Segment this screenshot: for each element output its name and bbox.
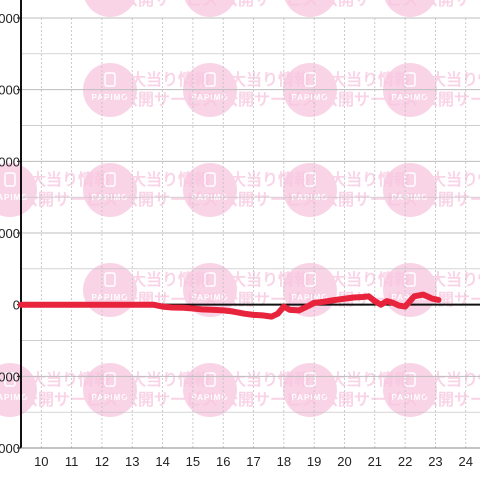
watermark-brand: PAPIMO bbox=[0, 193, 28, 202]
watermark-brand: PAPIMO bbox=[192, 293, 229, 302]
watermark-brand: PAPIMO bbox=[192, 93, 229, 102]
x-tick-label: 13 bbox=[125, 454, 139, 469]
watermark-brand: PAPIMO bbox=[292, 293, 329, 302]
watermark-phone-icon bbox=[304, 272, 316, 287]
x-tick-label: 24 bbox=[459, 454, 473, 469]
watermark-brand: PAPIMO bbox=[292, 93, 329, 102]
watermark-phone-icon bbox=[204, 372, 216, 387]
watermark-text-line2: 公開サービス bbox=[422, 0, 480, 9]
watermark-badge bbox=[283, 163, 337, 217]
watermark-phone-icon bbox=[204, 272, 216, 287]
x-tick-label: 11 bbox=[65, 454, 79, 469]
watermark-text-line1: 大当り情報 bbox=[430, 270, 480, 289]
y-tick-label: 6,000 bbox=[0, 154, 20, 169]
watermark-badge bbox=[384, 0, 436, 17]
watermark-phone-icon bbox=[304, 72, 316, 87]
watermark-brand: PAPIMO bbox=[392, 393, 429, 402]
watermark-text-line2: 公開サービス bbox=[422, 191, 480, 209]
y-tick-label: 9,000 bbox=[0, 83, 20, 98]
watermark-badge bbox=[83, 163, 137, 217]
watermark-text-line2: 公開サービス bbox=[122, 0, 218, 9]
x-tick-label: 23 bbox=[428, 454, 442, 469]
x-tick-label: 18 bbox=[277, 454, 291, 469]
watermark-brand: PAPIMO bbox=[192, 0, 229, 2]
x-tick-label: 20 bbox=[337, 454, 351, 469]
x-tick-label: 16 bbox=[216, 454, 230, 469]
x-tick-label: 15 bbox=[186, 454, 200, 469]
watermark-phone-icon bbox=[4, 172, 16, 187]
watermark-text-line2: 公開サービス bbox=[222, 0, 318, 9]
watermark-text-line1: 大当り情報 bbox=[430, 70, 480, 89]
watermark-badge bbox=[84, 0, 136, 17]
watermark-brand: PAPIMO bbox=[392, 93, 429, 102]
watermark-text-line1: 大当り情報 bbox=[430, 170, 480, 189]
watermark-brand: PAPIMO bbox=[292, 0, 329, 2]
watermark-brand: PAPIMO bbox=[92, 393, 129, 402]
watermark-brand: PAPIMO bbox=[92, 93, 129, 102]
watermark-badge bbox=[184, 0, 236, 17]
series-line bbox=[18, 291, 442, 320]
watermark-brand: PAPIMO bbox=[292, 393, 329, 402]
watermark-text-line2: 公開サービス bbox=[422, 91, 480, 109]
y-tick-label: -6,000 bbox=[0, 441, 20, 456]
watermark-phone-icon bbox=[204, 72, 216, 87]
watermark-phone-icon bbox=[104, 72, 116, 87]
x-tick-label: 14 bbox=[155, 454, 169, 469]
watermark-brand: PAPIMO bbox=[392, 0, 429, 2]
y-tick-label: 3,000 bbox=[0, 226, 20, 241]
watermark-phone-icon bbox=[104, 172, 116, 187]
watermark-phone-icon bbox=[104, 272, 116, 287]
watermark-text-line1: 大当り情報 bbox=[430, 370, 480, 389]
y-tick-label: 0 bbox=[13, 298, 20, 313]
watermark-brand: PAPIMO bbox=[0, 393, 28, 402]
watermark-phone-icon bbox=[304, 172, 316, 187]
x-tick-label: 10 bbox=[34, 454, 48, 469]
x-tick-label: 21 bbox=[368, 454, 382, 469]
watermark-brand: PAPIMO bbox=[192, 393, 229, 402]
x-tick-label: 17 bbox=[246, 454, 260, 469]
grid-layer bbox=[21, 17, 480, 449]
watermark-badge bbox=[383, 163, 437, 217]
watermark-phone-icon bbox=[304, 372, 316, 387]
watermark-badge bbox=[0, 163, 37, 217]
x-tick-label: 22 bbox=[398, 454, 412, 469]
x-tick-label: 19 bbox=[307, 454, 321, 469]
y-tick-label: -3,000 bbox=[0, 369, 20, 384]
watermark-badge bbox=[284, 0, 336, 17]
watermark-brand: PAPIMO bbox=[92, 0, 129, 2]
watermark-phone-icon bbox=[104, 372, 116, 387]
watermark-phone-icon bbox=[204, 172, 216, 187]
watermark-text-line2: 公開サービス bbox=[422, 391, 480, 409]
watermark-phone-icon bbox=[4, 372, 16, 387]
watermark-text-line2: 公開サービス bbox=[322, 0, 418, 9]
x-tick-label: 12 bbox=[95, 454, 109, 469]
y-tick-label: 12,000 bbox=[0, 11, 20, 26]
series-layer bbox=[18, 291, 442, 320]
watermark-brand: PAPIMO bbox=[92, 293, 129, 302]
